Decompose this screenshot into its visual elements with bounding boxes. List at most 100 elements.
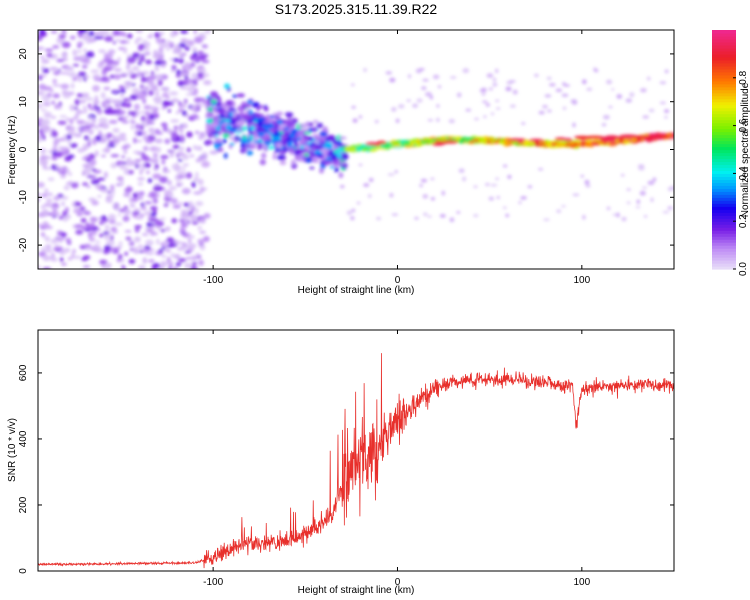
spectrogram-cell	[145, 59, 152, 65]
spectrogram-cell	[81, 182, 89, 186]
colorbar-swatch	[712, 59, 736, 64]
spectrogram-cell	[225, 100, 233, 107]
spectrogram-cell	[193, 97, 203, 103]
spectrogram-cell	[123, 169, 131, 175]
spectrogram-cell	[334, 167, 340, 173]
spectrogram-cell	[118, 110, 126, 115]
spectrogram-cell	[121, 155, 125, 159]
spectrogram-cell	[122, 47, 128, 54]
spectrogram-cell	[171, 163, 180, 170]
spectrogram-cell	[667, 206, 673, 210]
spectrogram-cell	[370, 147, 378, 152]
spectrogram-cell	[172, 144, 180, 149]
spectrogram-cell	[54, 103, 60, 110]
spectrogram-cell	[641, 186, 648, 189]
colorbar-tick-label: 0.0	[738, 262, 749, 276]
x-tick-label: 0	[395, 577, 401, 588]
spectrogram-cell	[201, 59, 210, 64]
spectrogram-cell	[83, 211, 92, 216]
spectrogram-cell	[276, 154, 285, 161]
colorbar-swatch	[712, 224, 736, 228]
spectrogram-cell	[159, 217, 166, 221]
spectrogram-cell	[72, 248, 76, 254]
spectrogram-cell	[184, 219, 191, 223]
spectrogram-cell	[431, 142, 445, 146]
spectrogram-cell	[195, 159, 201, 163]
colorbar-gradient	[712, 30, 736, 270]
spectrogram-cell	[358, 163, 363, 166]
spectrogram-cell	[154, 114, 159, 119]
spectrogram-cell	[155, 65, 160, 72]
spectrogram-cell	[103, 53, 109, 57]
spectrogram-cell	[640, 88, 647, 93]
spectrogram-cell	[150, 70, 155, 76]
colorbar-tick-label: 0.8	[738, 70, 749, 84]
colorbar-swatch	[712, 68, 736, 73]
spectrogram-cell	[44, 244, 52, 250]
spectrogram-cell	[129, 94, 138, 100]
spectrogram-cell	[57, 138, 65, 141]
spectrogram-cell	[58, 34, 66, 40]
spectrogram-cell	[148, 84, 159, 87]
spectrogram-cell	[69, 118, 74, 125]
colorbar-swatch	[712, 104, 736, 109]
colorbar-swatch	[712, 122, 736, 127]
spectrogram-cell	[293, 141, 299, 148]
spectrogram-cell	[154, 31, 160, 39]
spectrogram-cell	[47, 177, 55, 182]
spectrogram-cell	[116, 244, 123, 248]
spectrogram-cell	[133, 236, 141, 243]
spectrogram-cell	[533, 141, 540, 145]
spectrogram-cell	[626, 188, 631, 191]
spectrogram-cell	[59, 174, 67, 178]
spectrogram-cell	[38, 182, 45, 188]
spectrogram-cell	[166, 96, 170, 100]
spectrogram-cell	[60, 262, 67, 266]
spectrogram-cell	[81, 34, 89, 38]
spectrogram-cell	[111, 204, 120, 208]
spectrogram-cell	[152, 263, 161, 268]
spectrogram-cell	[180, 223, 189, 228]
colorbar-swatch	[712, 131, 736, 136]
spectrogram-cell	[158, 176, 168, 184]
spectrogram-cell	[646, 76, 651, 81]
colorbar-swatch	[712, 158, 736, 163]
spectrogram-cell	[190, 105, 198, 111]
spectrogram-cell	[458, 138, 465, 144]
spectrogram-cell	[136, 163, 143, 167]
spectrogram-cell	[193, 30, 197, 35]
spectrogram-cell	[44, 48, 54, 52]
spectrogram-cell	[157, 146, 162, 154]
spectrogram-cell	[273, 150, 278, 154]
colorbar-swatch	[712, 116, 736, 121]
snr-xlabel: Height of straight line (km)	[298, 585, 415, 596]
spectrogram-cell	[437, 85, 442, 89]
spectrogram-cell	[181, 122, 188, 127]
spectrogram-cell	[130, 120, 136, 124]
spectrogram-cell	[172, 50, 177, 54]
spectrogram-cell	[137, 196, 144, 200]
spectrogram-cell	[163, 240, 169, 247]
spectrogram-cell	[534, 73, 539, 78]
colorbar-swatch	[712, 245, 736, 249]
spectrogram-cell	[528, 138, 544, 142]
colorbar-swatch	[712, 164, 736, 169]
spectrogram-cell	[139, 124, 144, 131]
spectrogram-cell	[423, 139, 431, 143]
colorbar-swatch	[712, 155, 736, 160]
colorbar-swatch	[712, 182, 736, 186]
spectrogram-cell	[572, 122, 576, 128]
spectrogram-cell	[40, 108, 47, 112]
spectrogram-cell	[124, 251, 128, 256]
spectrogram-cell	[69, 104, 76, 112]
spectrogram-cell	[60, 201, 66, 207]
spectrogram-cell	[113, 30, 120, 36]
spectrogram-cell	[338, 143, 345, 148]
spectrogram-cell	[181, 153, 190, 161]
spectrogram-cell	[384, 143, 390, 148]
colorbar-swatch	[712, 101, 736, 106]
spectrogram-cell	[195, 171, 199, 178]
spectrogram-cell	[415, 143, 421, 148]
spectrogram-cell	[185, 93, 193, 96]
colorbar-swatch	[712, 254, 736, 258]
